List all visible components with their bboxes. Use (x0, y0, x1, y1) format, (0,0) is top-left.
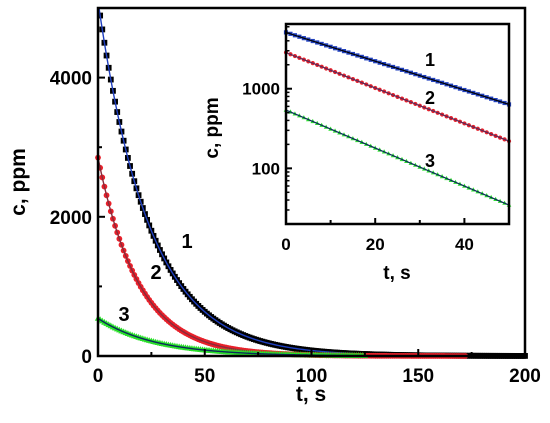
main-y-axis: 0 2000 4000 (50, 69, 105, 368)
inset-y-tick-label: 1000 (242, 80, 280, 99)
inset-series-3 (283, 107, 512, 207)
inset-y-axis-label: c, ppm (202, 97, 223, 158)
inset-curve-label-2: 2 (425, 88, 435, 108)
main-curve-label-1: 1 (181, 231, 192, 253)
main-x-tick-label: 50 (194, 366, 215, 387)
main-y-tick-label: 2000 (50, 208, 92, 229)
main-y-tick-label: 4000 (50, 69, 92, 90)
main-x-tick-label: 150 (402, 366, 434, 387)
inset-plot-data (283, 30, 512, 207)
inset-x-tick-label: 20 (366, 235, 385, 254)
inset-y-tick-label: 100 (252, 159, 280, 178)
main-x-axis-label: t, s (296, 383, 326, 406)
inset-series-1 (283, 30, 512, 107)
main-curve-label-3: 3 (118, 304, 129, 326)
inset-curve-label-3: 3 (425, 151, 435, 171)
main-x-tick-label: 100 (296, 366, 328, 387)
inset-chart: 0 20 40 100 1000 t, s c, ppm 1 2 3 (202, 22, 512, 284)
main-x-axis: 0 50 100 150 200 (93, 349, 541, 387)
main-y-axis-label: c, ppm (7, 148, 30, 216)
inset-y-axis: 100 1000 (242, 26, 292, 225)
inset-x-axis-label: t, s (383, 263, 410, 284)
main-y-tick-label: 0 (81, 347, 92, 368)
inset-fit-line-2 (285, 51, 510, 142)
inset-x-tick-label: 40 (455, 235, 474, 254)
inset-x-tick-label: 0 (281, 235, 290, 254)
inset-fit-line-1 (285, 31, 510, 105)
main-plot-data (94, 8, 528, 359)
inset-plot-frame (284, 22, 511, 226)
inset-fit-line-3 (285, 109, 510, 206)
main-x-tick-label: 200 (509, 366, 541, 387)
inset-x-axis: 0 20 40 (281, 218, 510, 254)
main-curve-label-2: 2 (150, 262, 161, 284)
inset-series-2 (283, 50, 512, 144)
inset-curve-label-1: 1 (425, 50, 435, 70)
main-x-tick-label: 0 (93, 366, 104, 387)
